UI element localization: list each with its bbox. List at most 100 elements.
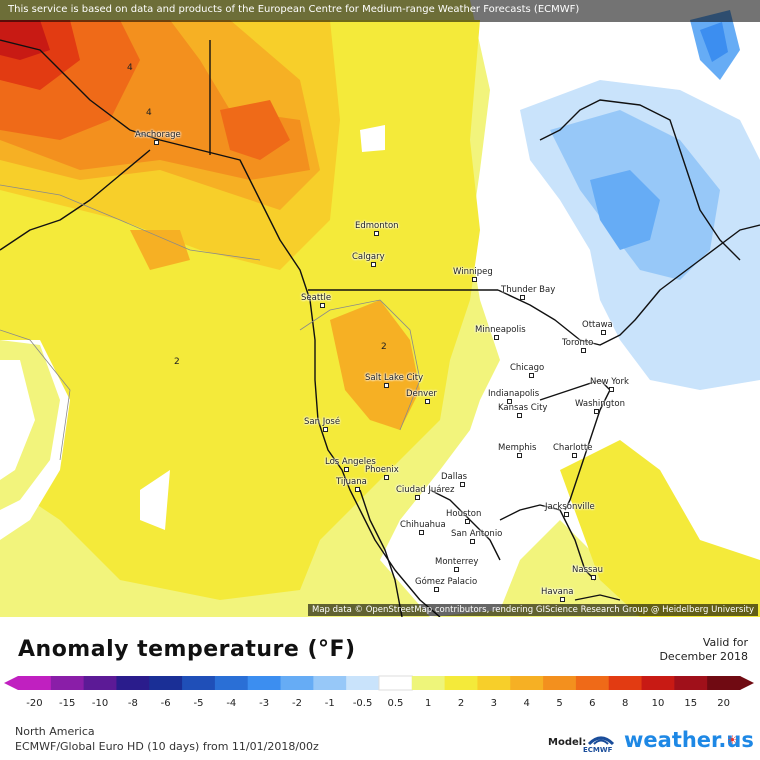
city-marker[interactable] xyxy=(472,277,477,282)
city-marker[interactable] xyxy=(594,409,599,414)
city-label[interactable]: Chicago xyxy=(510,363,545,373)
scale-label: -2 xyxy=(291,698,302,709)
city-label[interactable]: Minneapolis xyxy=(475,325,526,335)
city-marker[interactable] xyxy=(384,475,389,480)
city-marker[interactable] xyxy=(494,335,499,340)
city-marker[interactable] xyxy=(419,530,424,535)
scale-swatch xyxy=(116,676,150,690)
scale-label: 1 xyxy=(425,698,432,709)
valid-for-label: Valid for xyxy=(702,636,748,649)
contour-value-label: 2 xyxy=(174,357,180,367)
color-scale xyxy=(4,675,754,691)
scale-label: 6 xyxy=(589,698,596,709)
city-marker[interactable] xyxy=(374,231,379,236)
city-label[interactable]: Havana xyxy=(541,587,574,597)
city-label[interactable]: Winnipeg xyxy=(453,267,493,277)
city-label[interactable]: Memphis xyxy=(498,443,537,453)
city-label[interactable]: Ottawa xyxy=(582,320,613,330)
city-marker[interactable] xyxy=(355,487,360,492)
region-name: North America xyxy=(15,725,95,738)
contour-value-label: 4 xyxy=(127,63,133,73)
city-marker[interactable] xyxy=(601,330,606,335)
city-marker[interactable] xyxy=(434,587,439,592)
scale-swatch xyxy=(247,676,282,690)
city-marker[interactable] xyxy=(154,140,159,145)
scale-arrow-left xyxy=(4,676,18,690)
city-label[interactable]: Charlotte xyxy=(553,443,593,453)
city-marker[interactable] xyxy=(581,348,586,353)
city-marker[interactable] xyxy=(384,383,389,388)
city-label[interactable]: Los Angeles xyxy=(325,457,376,467)
scale-swatch xyxy=(83,676,117,690)
city-label[interactable]: Kansas City xyxy=(498,403,548,413)
city-marker[interactable] xyxy=(529,373,534,378)
city-label[interactable]: Seattle xyxy=(301,293,332,303)
scale-swatch xyxy=(674,676,708,690)
scale-label: -1 xyxy=(324,698,335,709)
city-label[interactable]: Jacksonville xyxy=(545,502,595,512)
city-label[interactable]: Washington xyxy=(575,399,625,409)
city-marker[interactable] xyxy=(320,303,325,308)
city-marker[interactable] xyxy=(560,597,565,602)
scale-label: -6 xyxy=(160,698,171,709)
data-source-banner: This service is based on data and produc… xyxy=(0,0,760,22)
city-label[interactable]: Nassau xyxy=(572,565,604,575)
city-label[interactable]: New York xyxy=(590,377,629,387)
scale-swatch xyxy=(378,675,413,691)
brand-logo[interactable]: weather.us xyxy=(624,728,754,752)
city-label[interactable]: Indianapolis xyxy=(488,389,540,399)
scale-label: -0.5 xyxy=(352,698,373,709)
city-label[interactable]: Ciudad Juárez xyxy=(396,485,455,495)
city-label[interactable]: Thunder Bay xyxy=(501,285,556,295)
city-marker[interactable] xyxy=(609,387,614,392)
valid-period: Valid for December 2018 xyxy=(659,636,748,664)
city-marker[interactable] xyxy=(507,399,512,404)
scale-label: 4 xyxy=(523,698,530,709)
scale-label: -10 xyxy=(91,698,109,709)
city-marker[interactable] xyxy=(517,413,522,418)
scale-swatch xyxy=(50,676,85,690)
scale-label: 10 xyxy=(651,698,665,709)
city-label[interactable]: Edmonton xyxy=(355,221,399,231)
scale-label: -8 xyxy=(127,698,138,709)
scale-label: -3 xyxy=(259,698,270,709)
city-label[interactable]: Toronto xyxy=(562,338,594,348)
city-label[interactable]: Phoenix xyxy=(365,465,399,475)
city-label[interactable]: Gómez Palacio xyxy=(415,577,478,587)
city-marker[interactable] xyxy=(572,453,577,458)
city-marker[interactable] xyxy=(344,467,349,472)
city-marker[interactable] xyxy=(591,575,596,580)
scale-arrow-right xyxy=(740,676,754,690)
city-label[interactable]: Dallas xyxy=(441,472,468,482)
city-marker[interactable] xyxy=(564,512,569,517)
city-marker[interactable] xyxy=(460,482,465,487)
city-label[interactable]: Tijuana xyxy=(336,477,367,487)
city-label[interactable]: Denver xyxy=(406,389,437,399)
city-marker[interactable] xyxy=(517,453,522,458)
city-marker[interactable] xyxy=(465,519,470,524)
city-label[interactable]: San Antonio xyxy=(451,529,503,539)
temperature-anomaly-field xyxy=(0,0,760,617)
city-label[interactable]: Monterrey xyxy=(435,557,479,567)
city-marker[interactable] xyxy=(520,295,525,300)
scale-label: -4 xyxy=(226,698,237,709)
city-marker[interactable] xyxy=(470,539,475,544)
city-label[interactable]: Calgary xyxy=(352,252,385,262)
scale-swatch xyxy=(543,676,577,690)
city-label[interactable]: Salt Lake City xyxy=(365,373,424,383)
city-marker[interactable] xyxy=(371,262,376,267)
city-label[interactable]: San José xyxy=(304,417,341,427)
city-label[interactable]: Chihuahua xyxy=(400,520,446,530)
scale-swatch xyxy=(411,676,446,690)
city-label[interactable]: Anchorage xyxy=(135,130,181,140)
city-marker[interactable] xyxy=(323,427,328,432)
ecmwf-logo-text: ECMWF xyxy=(583,746,613,754)
map-attribution[interactable]: Map data © OpenStreetMap contributors, r… xyxy=(308,604,758,616)
forecast-map[interactable]: This service is based on data and produc… xyxy=(0,0,760,617)
city-marker[interactable] xyxy=(415,495,420,500)
city-marker[interactable] xyxy=(425,399,430,404)
scale-label: -20 xyxy=(26,698,43,709)
city-label[interactable]: Houston xyxy=(446,509,482,519)
scale-label: -15 xyxy=(59,698,76,709)
city-marker[interactable] xyxy=(454,567,459,572)
